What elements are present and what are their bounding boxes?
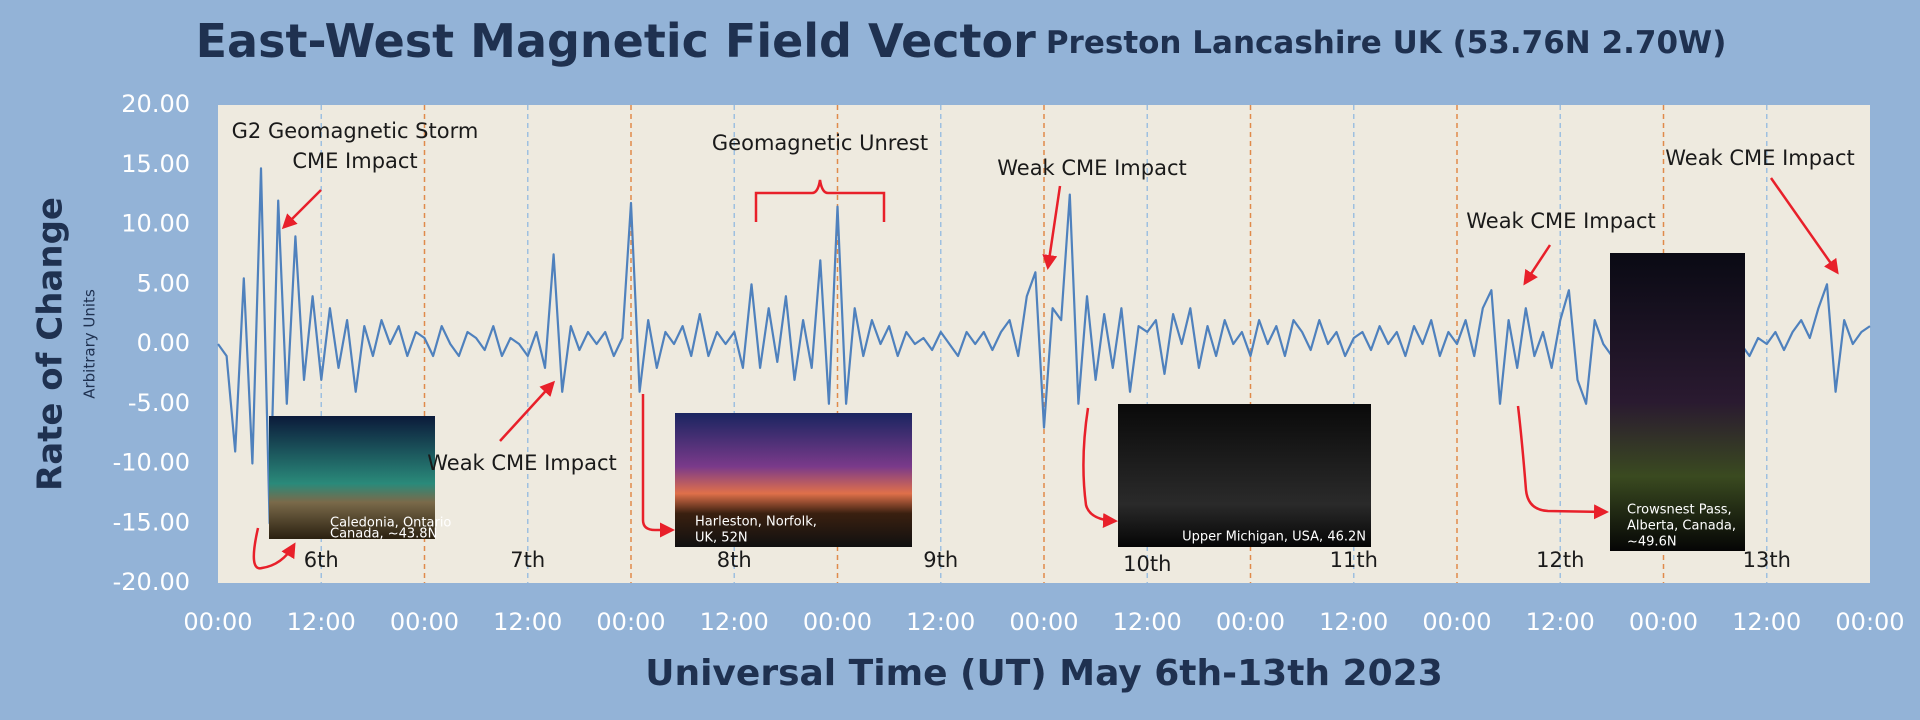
x-tick-label: 00:00 xyxy=(596,608,665,636)
x-tick-label: 00:00 xyxy=(1422,608,1491,636)
arrows xyxy=(252,177,1839,570)
y-axis-title: Rate of Change xyxy=(31,197,71,491)
photo: Harleston, Norfolk, UK, 52N xyxy=(675,413,912,547)
day-label: 9th xyxy=(923,548,958,572)
x-tick-label: 00:00 xyxy=(390,608,459,636)
y-tick-label: 5.00 xyxy=(137,269,190,297)
photo-caption: ~49.6N xyxy=(1627,535,1677,550)
photo-caption: Crowsnest Pass, xyxy=(1627,503,1732,518)
x-tick-label: 12:00 xyxy=(1526,608,1595,636)
y-tick-label: -5.00 xyxy=(128,389,190,417)
photo-caption: Caledonia, Ontario xyxy=(330,516,451,531)
x-tick-label: 00:00 xyxy=(1009,608,1078,636)
y-tick-label: -15.00 xyxy=(113,508,190,536)
y-tick-label: 20.00 xyxy=(121,90,190,118)
series xyxy=(217,167,1871,525)
x-axis-title: Universal Time (UT) May 6th-13th 2023 xyxy=(645,653,1443,694)
y-tick-label: -20.00 xyxy=(113,568,190,596)
x-tick-label: 00:00 xyxy=(1216,608,1285,636)
x-tick-label: 12:00 xyxy=(287,608,356,636)
x-tick-label: 00:00 xyxy=(1835,608,1904,636)
day-label: 6th xyxy=(304,548,339,572)
annotation: Weak CME Impact xyxy=(1466,209,1656,233)
x-tick-label: 00:00 xyxy=(803,608,872,636)
y-tick-label: 10.00 xyxy=(121,210,190,238)
photo-caption: Upper Michigan, USA, 46.2N xyxy=(1182,530,1366,545)
photo: Caledonia, Ontario Canada, ~43.8N xyxy=(269,416,451,542)
annotation: G2 Geomagnetic Storm xyxy=(232,119,479,143)
x-tick-label: 12:00 xyxy=(1319,608,1388,636)
x-tick-label: 12:00 xyxy=(906,608,975,636)
ticks: 20.00 15.00 10.00 5.00 0.00 -5.00 -10.00 -15.00… xyxy=(113,90,1905,636)
photo-caption: Harleston, Norfolk, xyxy=(695,515,817,530)
y-tick-label: -10.00 xyxy=(113,449,190,477)
day-label: 7th xyxy=(510,548,545,572)
day-label: 10th xyxy=(1123,552,1171,576)
photo-caption: Alberta, Canada, xyxy=(1627,519,1736,534)
x-tick-label: 12:00 xyxy=(700,608,769,636)
annotation: Weak CME Impact xyxy=(427,451,617,475)
annotation: Geomagnetic Unrest xyxy=(712,131,928,155)
chart-title-group: East-West Magnetic Field Vector Preston L… xyxy=(196,14,1727,68)
day-label: 11th xyxy=(1330,548,1378,572)
x-tick-label: 12:00 xyxy=(493,608,562,636)
day-label: 13th xyxy=(1743,548,1791,572)
x-tick-label: 12:00 xyxy=(1732,608,1801,636)
x-tick-label: 00:00 xyxy=(183,608,252,636)
y-axis-subtitle: Arbitrary Units xyxy=(81,289,99,399)
photo: Upper Michigan, USA, 46.2N xyxy=(1118,404,1371,547)
photo: Crowsnest Pass, Alberta, Canada, ~49.6N xyxy=(1610,253,1745,551)
annotation: CME Impact xyxy=(292,149,417,173)
annotation: Weak CME Impact xyxy=(1665,146,1855,170)
photo-caption: UK, 52N xyxy=(695,531,748,546)
day-label: 12th xyxy=(1536,548,1584,572)
x-tick-label: 00:00 xyxy=(1629,608,1698,636)
day-label: 8th xyxy=(717,548,752,572)
chart-title: East-West Magnetic Field Vector xyxy=(196,14,1037,68)
chart-subtitle: Preston Lancashire UK (53.76N 2.70W) xyxy=(1046,25,1727,61)
y-tick-label: 15.00 xyxy=(121,150,190,178)
data-line xyxy=(217,167,1871,525)
y-tick-label: 0.00 xyxy=(137,329,190,357)
photo-caption: Canada, ~43.8N xyxy=(330,527,437,542)
annotation: Weak CME Impact xyxy=(997,156,1187,180)
x-tick-label: 12:00 xyxy=(1113,608,1182,636)
